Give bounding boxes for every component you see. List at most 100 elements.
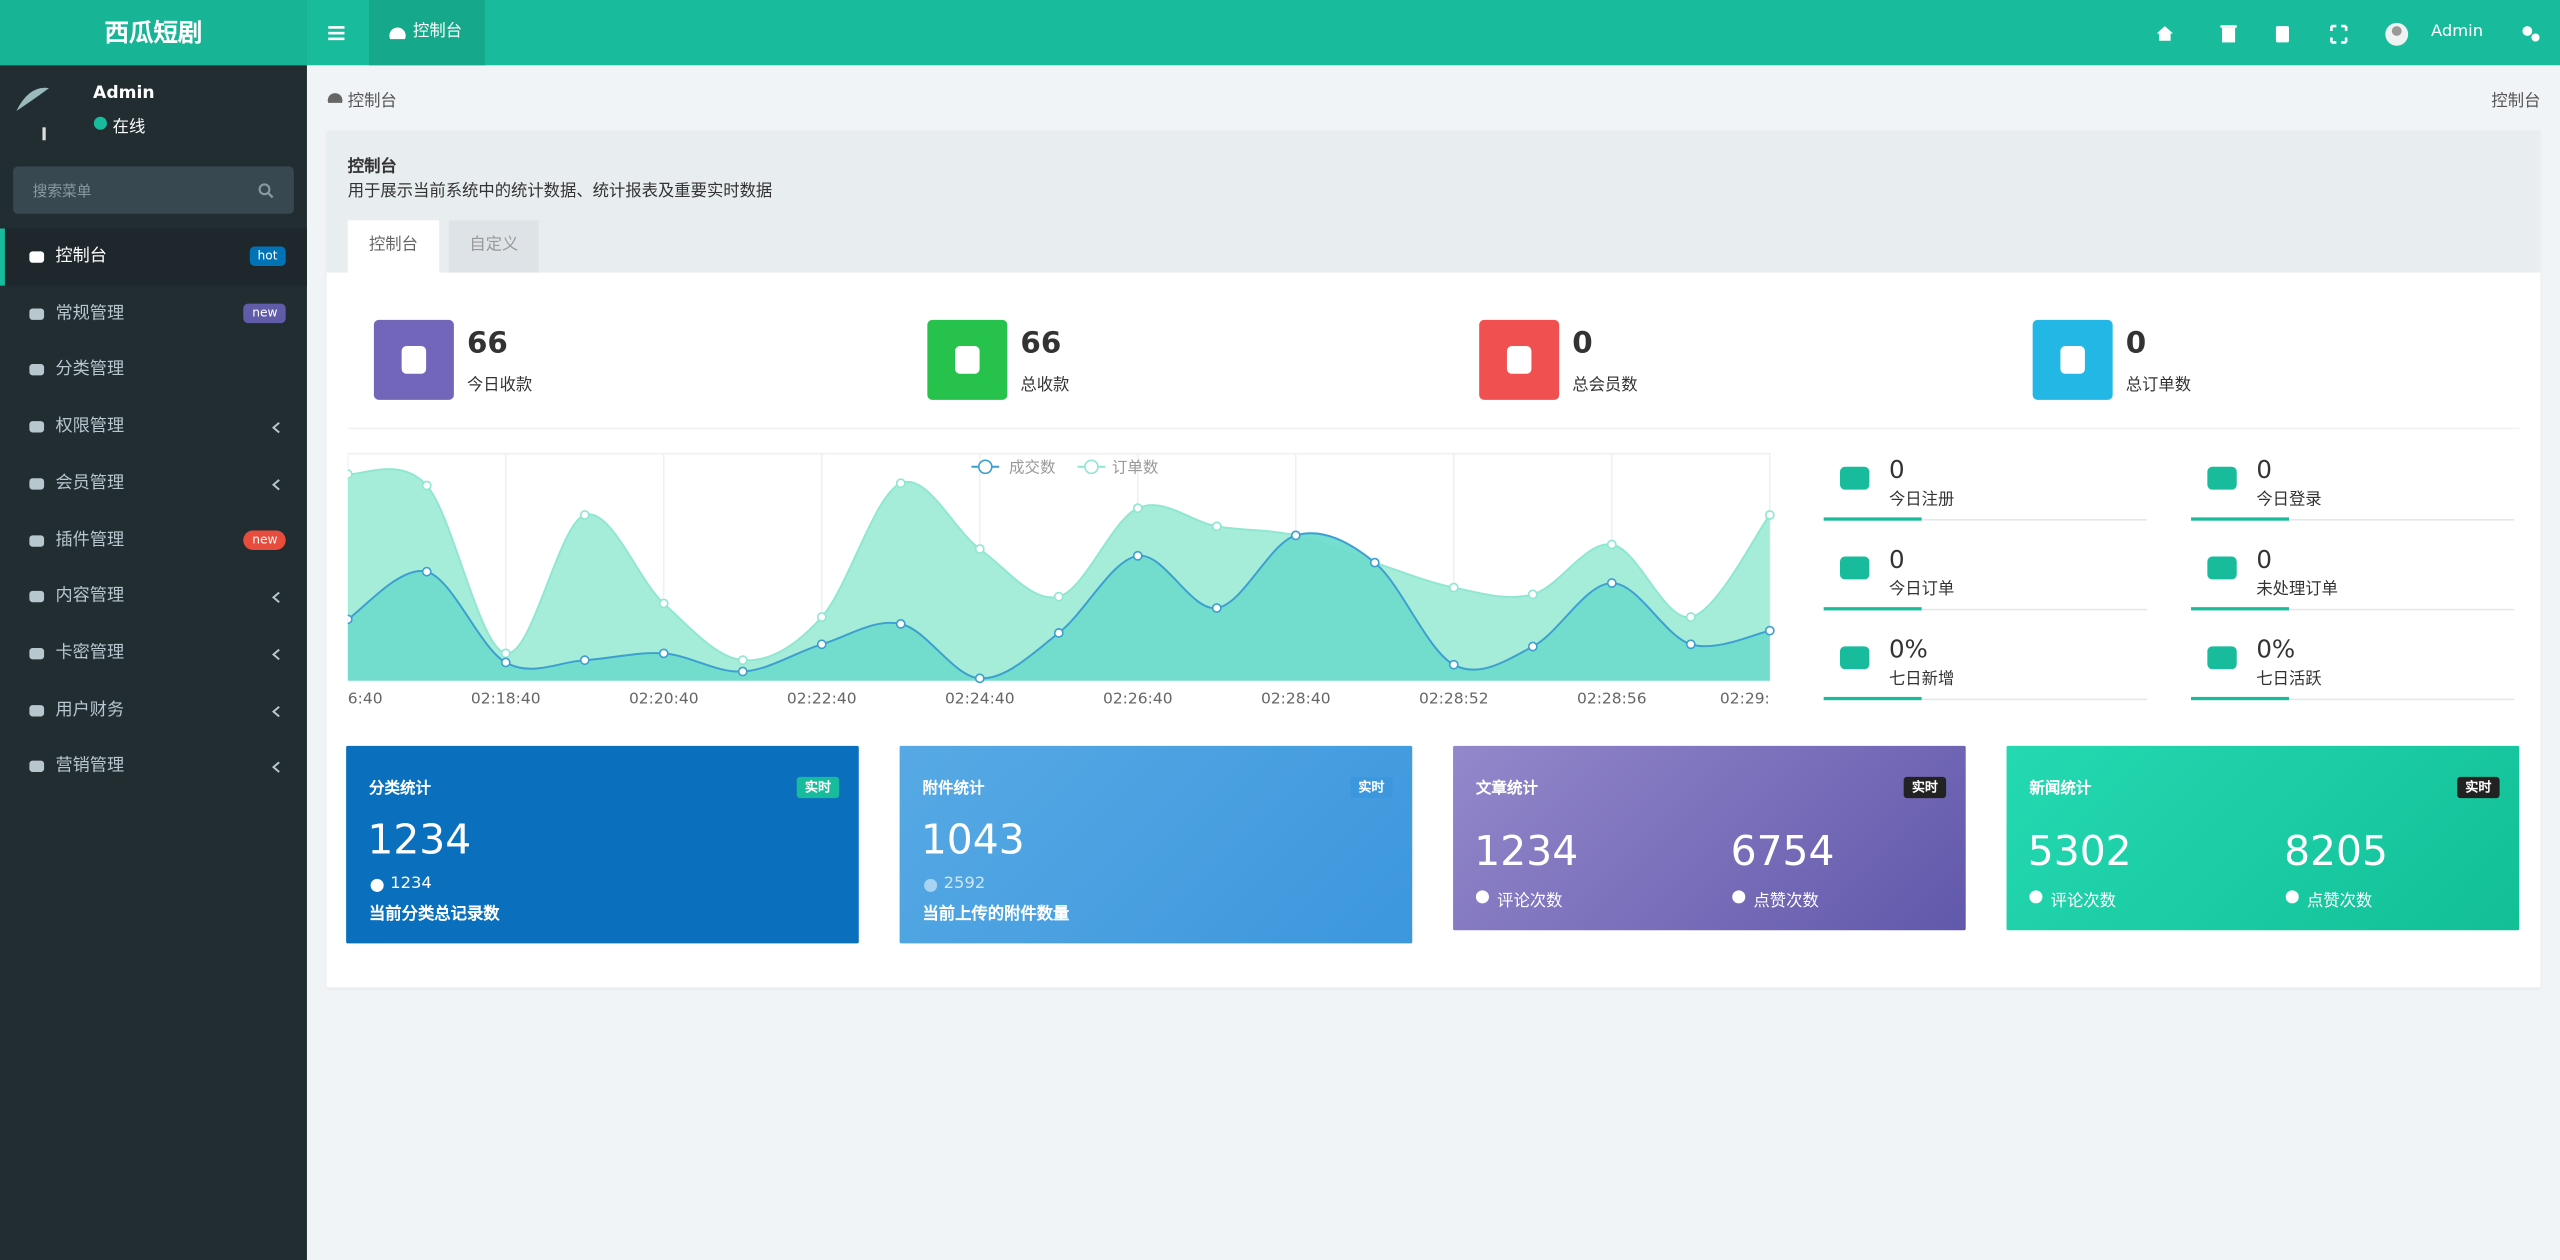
mini-icon (2207, 466, 2237, 490)
stat-glyph (955, 346, 980, 374)
stat-glyph (1506, 346, 1532, 374)
point (1132, 503, 1143, 514)
card-sub-label: 当前分类总记录数 (368, 905, 500, 924)
nav-tab[interactable]: 控制台 (368, 0, 485, 66)
menu-item[interactable]: 权限管理 (0, 398, 307, 455)
menu-label: 用户财务 (55, 699, 125, 720)
menu-item[interactable]: 插件管理 new (0, 512, 307, 569)
avatar (13, 78, 76, 141)
menu-icon (29, 704, 45, 716)
glyph (1839, 556, 1870, 580)
menu-item[interactable]: 内容管理 (0, 568, 307, 625)
x-tick-label: 02:28:52 (1419, 689, 1489, 707)
card-badge: 实时 (1350, 776, 1393, 799)
menu-label: 卡密管理 (55, 642, 125, 663)
menu-label: 会员管理 (55, 472, 125, 493)
mini-rule (1823, 519, 2147, 521)
legend-marker (1084, 459, 1099, 475)
stat-label: 总收款 (1020, 377, 1070, 395)
stat-value: 0 (2125, 326, 2147, 361)
menu-badge: new (244, 303, 286, 323)
point (1764, 625, 1775, 636)
breadcrumb[interactable]: 控制台 (347, 93, 397, 111)
submenu-arrow (271, 422, 280, 434)
sidebar-status: 在线 (112, 119, 146, 138)
menu-item[interactable]: 会员管理 (0, 455, 307, 512)
mini-rule (2191, 698, 2515, 701)
x-tick-label: 02:28:40 (1261, 689, 1331, 707)
menu-item[interactable]: 常规管理 new (0, 285, 307, 342)
menu-icon (29, 364, 45, 377)
legend-marker (977, 459, 993, 475)
menu-icon (29, 251, 45, 263)
point (579, 655, 590, 666)
menu-label: 控制台 (55, 246, 107, 267)
submenu-arrow (271, 761, 280, 774)
sidebar-user: Admin (93, 83, 155, 103)
menu-item[interactable]: 营销管理 (0, 738, 307, 795)
menu-label: 营销管理 (55, 756, 125, 776)
area-chart: 6:40 02:18:40 02:20:40 02:22:40 02:24:40 02:2… (347, 452, 1775, 707)
menu-item[interactable]: 卡密管理 (0, 625, 307, 682)
menu-search[interactable]: 搜索菜单 (13, 166, 294, 214)
arrow (271, 648, 280, 660)
card-value: 1043 (920, 816, 1025, 864)
card-icon (370, 878, 384, 892)
card-icon (1475, 890, 1489, 904)
mini-label: 未处理订单 (2256, 581, 2338, 599)
point (816, 612, 827, 622)
logo[interactable]: 西瓜短剧 (0, 0, 307, 66)
mini-value: 0 (2256, 455, 2272, 485)
point (579, 510, 590, 520)
mini-rule (1823, 608, 2147, 611)
point (1448, 582, 1459, 593)
menu-item[interactable]: 分类管理 (0, 342, 307, 399)
menu-item[interactable]: 用户财务 (0, 682, 307, 739)
mini-rule (1823, 698, 2147, 701)
submenu-arrow (271, 478, 280, 491)
panel-tab[interactable]: 控制台 (347, 220, 440, 273)
arrow (271, 592, 280, 604)
glyph (2207, 556, 2237, 580)
card-metric-label: 评论次数 (2050, 892, 2116, 911)
icon-shape (29, 534, 45, 546)
icon-shape (29, 421, 45, 433)
stat-icon (927, 319, 1008, 400)
mini-progress (2191, 696, 2289, 701)
mini-label: 七日新增 (1888, 670, 1955, 689)
arrow (271, 422, 280, 434)
glyph (1506, 346, 1532, 374)
point (1369, 557, 1380, 568)
top-user[interactable]: Admin (2431, 22, 2484, 41)
toolbar-icons[interactable] (2155, 20, 2547, 49)
menu-icon (29, 647, 45, 660)
stat-icon (1479, 319, 1560, 400)
menu-toggle[interactable] (328, 23, 345, 43)
point (1685, 639, 1696, 650)
panel-tab[interactable]: 自定义 (448, 220, 539, 273)
point (1211, 521, 1222, 532)
mini-value: 0 (2256, 545, 2272, 575)
point (895, 478, 906, 489)
menu-item[interactable]: 控制台 hot (0, 228, 307, 286)
point (895, 618, 906, 629)
point (1448, 659, 1459, 670)
submenu-arrow (271, 592, 280, 604)
stat-card: 附件统计 实时 1043 2592 当前上传的附件数量 (899, 745, 1413, 944)
stat-icon (373, 319, 454, 400)
x-tick-label: 02:24:40 (945, 689, 1015, 707)
card-metric-label: 评论次数 (1497, 892, 1563, 911)
card-value: 1234 (1474, 827, 1579, 875)
card-title: 文章统计 (1475, 780, 1538, 799)
glyph (1475, 890, 1489, 904)
icon-shape (29, 647, 45, 660)
glyph (1839, 646, 1870, 670)
glyph (2060, 346, 2085, 374)
point (347, 614, 353, 625)
icon-shape (29, 761, 45, 773)
card-value: 6754 (1730, 827, 1835, 875)
card-title: 新闻统计 (2029, 780, 2092, 799)
menu-icon (29, 534, 45, 546)
